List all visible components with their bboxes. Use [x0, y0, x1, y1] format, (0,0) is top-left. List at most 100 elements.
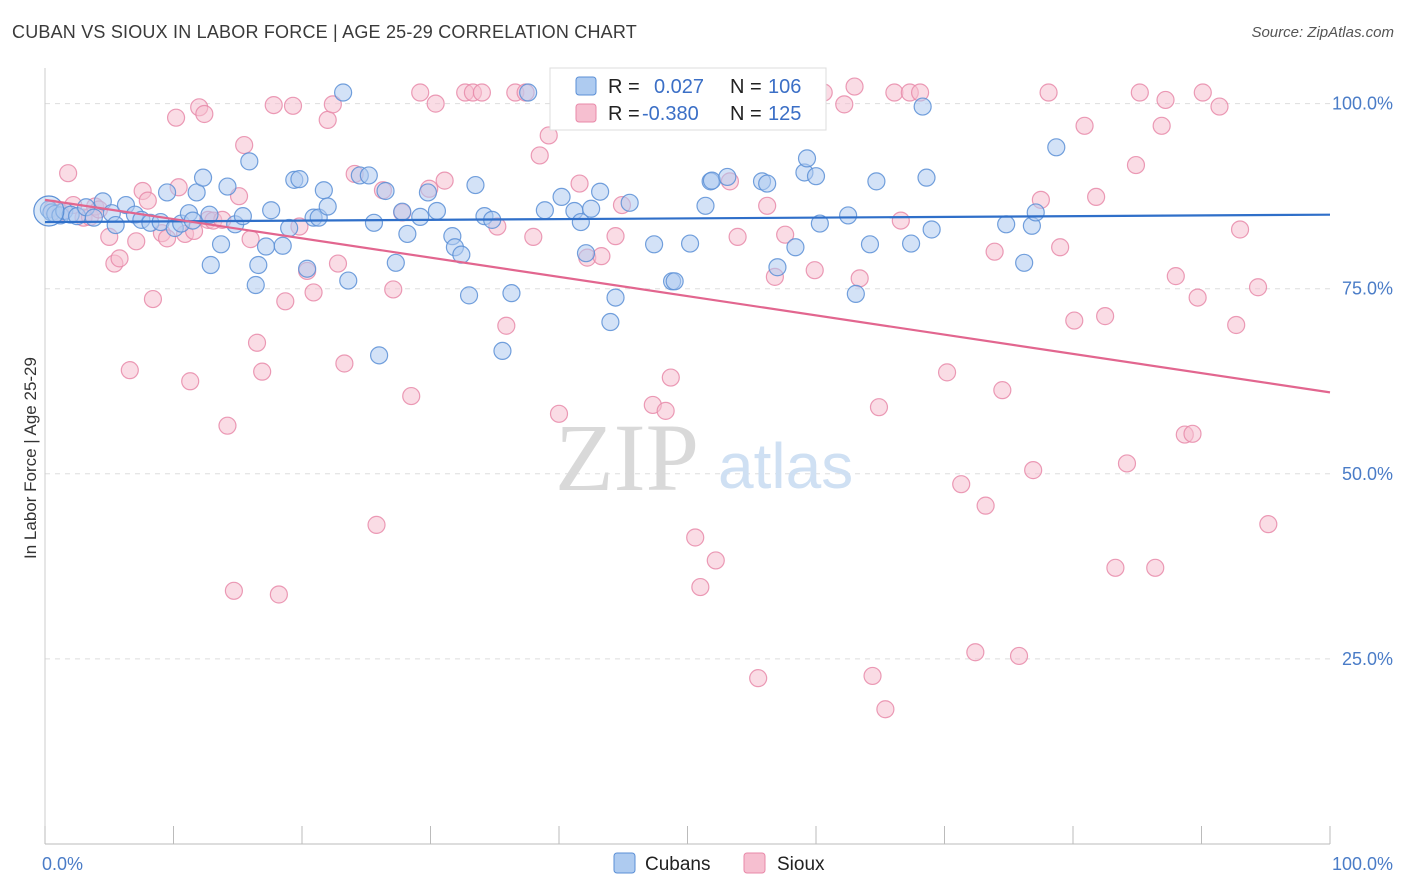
cubans-point [839, 206, 858, 225]
cubans-point [459, 286, 479, 305]
sioux-point [318, 110, 337, 130]
cubans-point [913, 97, 932, 116]
cubans-point [246, 275, 265, 295]
source-credit: Source: ZipAtlas.com [1251, 24, 1394, 41]
cubans-point [280, 218, 299, 238]
sioux-point [1039, 83, 1058, 102]
sioux-point [835, 95, 854, 114]
sioux-point [335, 354, 354, 373]
cubans-point [193, 168, 213, 187]
sioux-point [869, 398, 889, 417]
cubans-point [339, 271, 358, 290]
sioux-point [241, 230, 260, 249]
cubans-point [571, 212, 590, 232]
sioux-point [224, 581, 243, 600]
sioux-point [976, 496, 995, 515]
cubans-point [398, 224, 417, 244]
cubans-point [493, 341, 512, 361]
cubans-point [1015, 253, 1034, 272]
cubans-point [502, 284, 521, 303]
cubans-point [298, 259, 317, 278]
sioux-point [691, 577, 710, 597]
sioux-point [411, 83, 430, 102]
cubans-point [901, 234, 921, 253]
cubans-point [810, 214, 829, 233]
sioux-point [530, 146, 549, 165]
sioux-point [195, 104, 214, 124]
cubans-point [200, 205, 219, 224]
cubans-points [33, 83, 1066, 365]
watermark: ZIP atlas [555, 404, 853, 511]
sioux-point [1152, 116, 1171, 135]
sioux-point [524, 227, 543, 246]
sioux-point [402, 386, 421, 406]
cubans-point [240, 152, 259, 171]
cubans-point [797, 149, 817, 168]
y-tick-label: 50.0% [1342, 464, 1393, 484]
cubans-point [846, 284, 865, 303]
cubans-point [917, 168, 936, 187]
sioux-point [218, 416, 237, 435]
stats-n-label-cubans: N = [730, 76, 762, 98]
cubans-point [922, 220, 941, 239]
cubans-point [386, 253, 405, 272]
x-tick-label: 0.0% [42, 854, 83, 874]
sioux-point [247, 333, 267, 352]
sioux-point [143, 289, 163, 309]
sioux-point [127, 232, 146, 251]
cubans-point [758, 174, 777, 193]
y-tick-label: 25.0% [1342, 649, 1393, 669]
sioux-point [661, 368, 680, 387]
cubans-point [786, 238, 805, 257]
cubans-point [393, 202, 412, 221]
sioux-point [1075, 116, 1094, 135]
sioux-point [1183, 424, 1202, 443]
stats-r-label-cubans: R = [608, 76, 640, 98]
sioux-point [235, 135, 254, 155]
sioux-point [863, 666, 882, 686]
cubans-point [606, 288, 625, 307]
sioux-point [1210, 97, 1229, 116]
sioux-point [966, 643, 985, 662]
x-tick-labels: 0.0% 100.0% [42, 854, 1393, 874]
cubans-point [680, 234, 700, 253]
sioux-point [1227, 315, 1246, 335]
cubans-point [576, 244, 596, 263]
cubans-point [218, 177, 237, 196]
sioux-point [497, 316, 516, 335]
sioux-point [937, 363, 957, 382]
axes [44, 68, 1331, 845]
sioux-points [43, 77, 1278, 719]
sioux-point [749, 669, 768, 688]
cubans-point [364, 213, 384, 232]
sioux-trend-line [44, 198, 1331, 394]
sioux-point [1051, 238, 1070, 257]
sioux-point [1248, 278, 1268, 297]
cubans-point [1026, 203, 1045, 222]
y-tick-label: 75.0% [1342, 279, 1393, 299]
sioux-point [1087, 187, 1106, 207]
cubans-point [591, 182, 610, 201]
stats-r-value-sioux: -0.380 [642, 103, 699, 125]
sioux-point [539, 126, 558, 145]
legend-swatch-cubans [613, 852, 636, 874]
cubans-trend-line [44, 213, 1331, 224]
cubans-point [718, 167, 737, 187]
cubans-point [334, 83, 353, 102]
stats-n-value-sioux: 125 [768, 103, 801, 125]
sioux-point [985, 242, 1004, 261]
cubans-point [411, 207, 430, 226]
sioux-point [269, 585, 288, 604]
sioux-point [728, 227, 747, 246]
sioux-point [758, 196, 777, 215]
cubans-point [806, 167, 826, 186]
sioux-point [885, 83, 904, 102]
sioux-point [845, 77, 864, 96]
cubans-point [466, 175, 485, 195]
sioux-point [1065, 311, 1084, 330]
sioux-point [606, 227, 625, 246]
cubans-point [370, 346, 389, 365]
sioux-point [276, 292, 295, 311]
sioux-point [110, 249, 129, 268]
